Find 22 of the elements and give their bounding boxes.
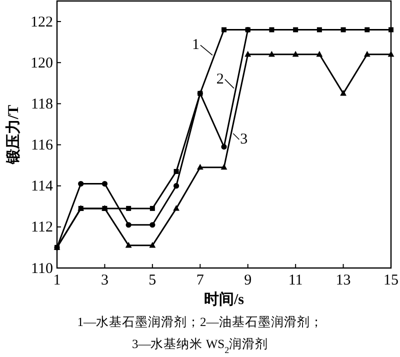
y-axis-title: 锻压力/T: [5, 104, 22, 166]
y-tick-label: 110: [31, 260, 53, 277]
x-tick-label: 1: [53, 272, 61, 289]
x-tick-label: 7: [196, 272, 204, 289]
x-axis-title: 时间/s: [204, 291, 244, 308]
y-tick-label: 116: [31, 138, 54, 154]
x-tick-label: 11: [288, 272, 303, 289]
x-tick-label: 5: [148, 272, 156, 289]
x-tick-label: 15: [384, 272, 398, 289]
y-tick-label: 120: [30, 55, 53, 72]
y-tick-label: 114: [31, 178, 54, 195]
legend-label: 1: [192, 37, 200, 54]
legend-label: 2: [216, 71, 224, 88]
text: 1—水基石墨润滑剂；2—油基石墨润滑剂；: [77, 314, 323, 329]
y-tick-label: 122: [30, 14, 53, 30]
x-tick-label: 3: [100, 272, 108, 289]
x-tick-label: 13: [336, 272, 351, 289]
y-tick-label: 112: [31, 220, 53, 236]
text: 3—水基纳米 WS$_{2}$润滑剂: [132, 336, 268, 355]
x-tick-label: 9: [244, 272, 252, 289]
y-tick-label: 118: [31, 96, 53, 112]
series-label: 3: [240, 131, 248, 148]
